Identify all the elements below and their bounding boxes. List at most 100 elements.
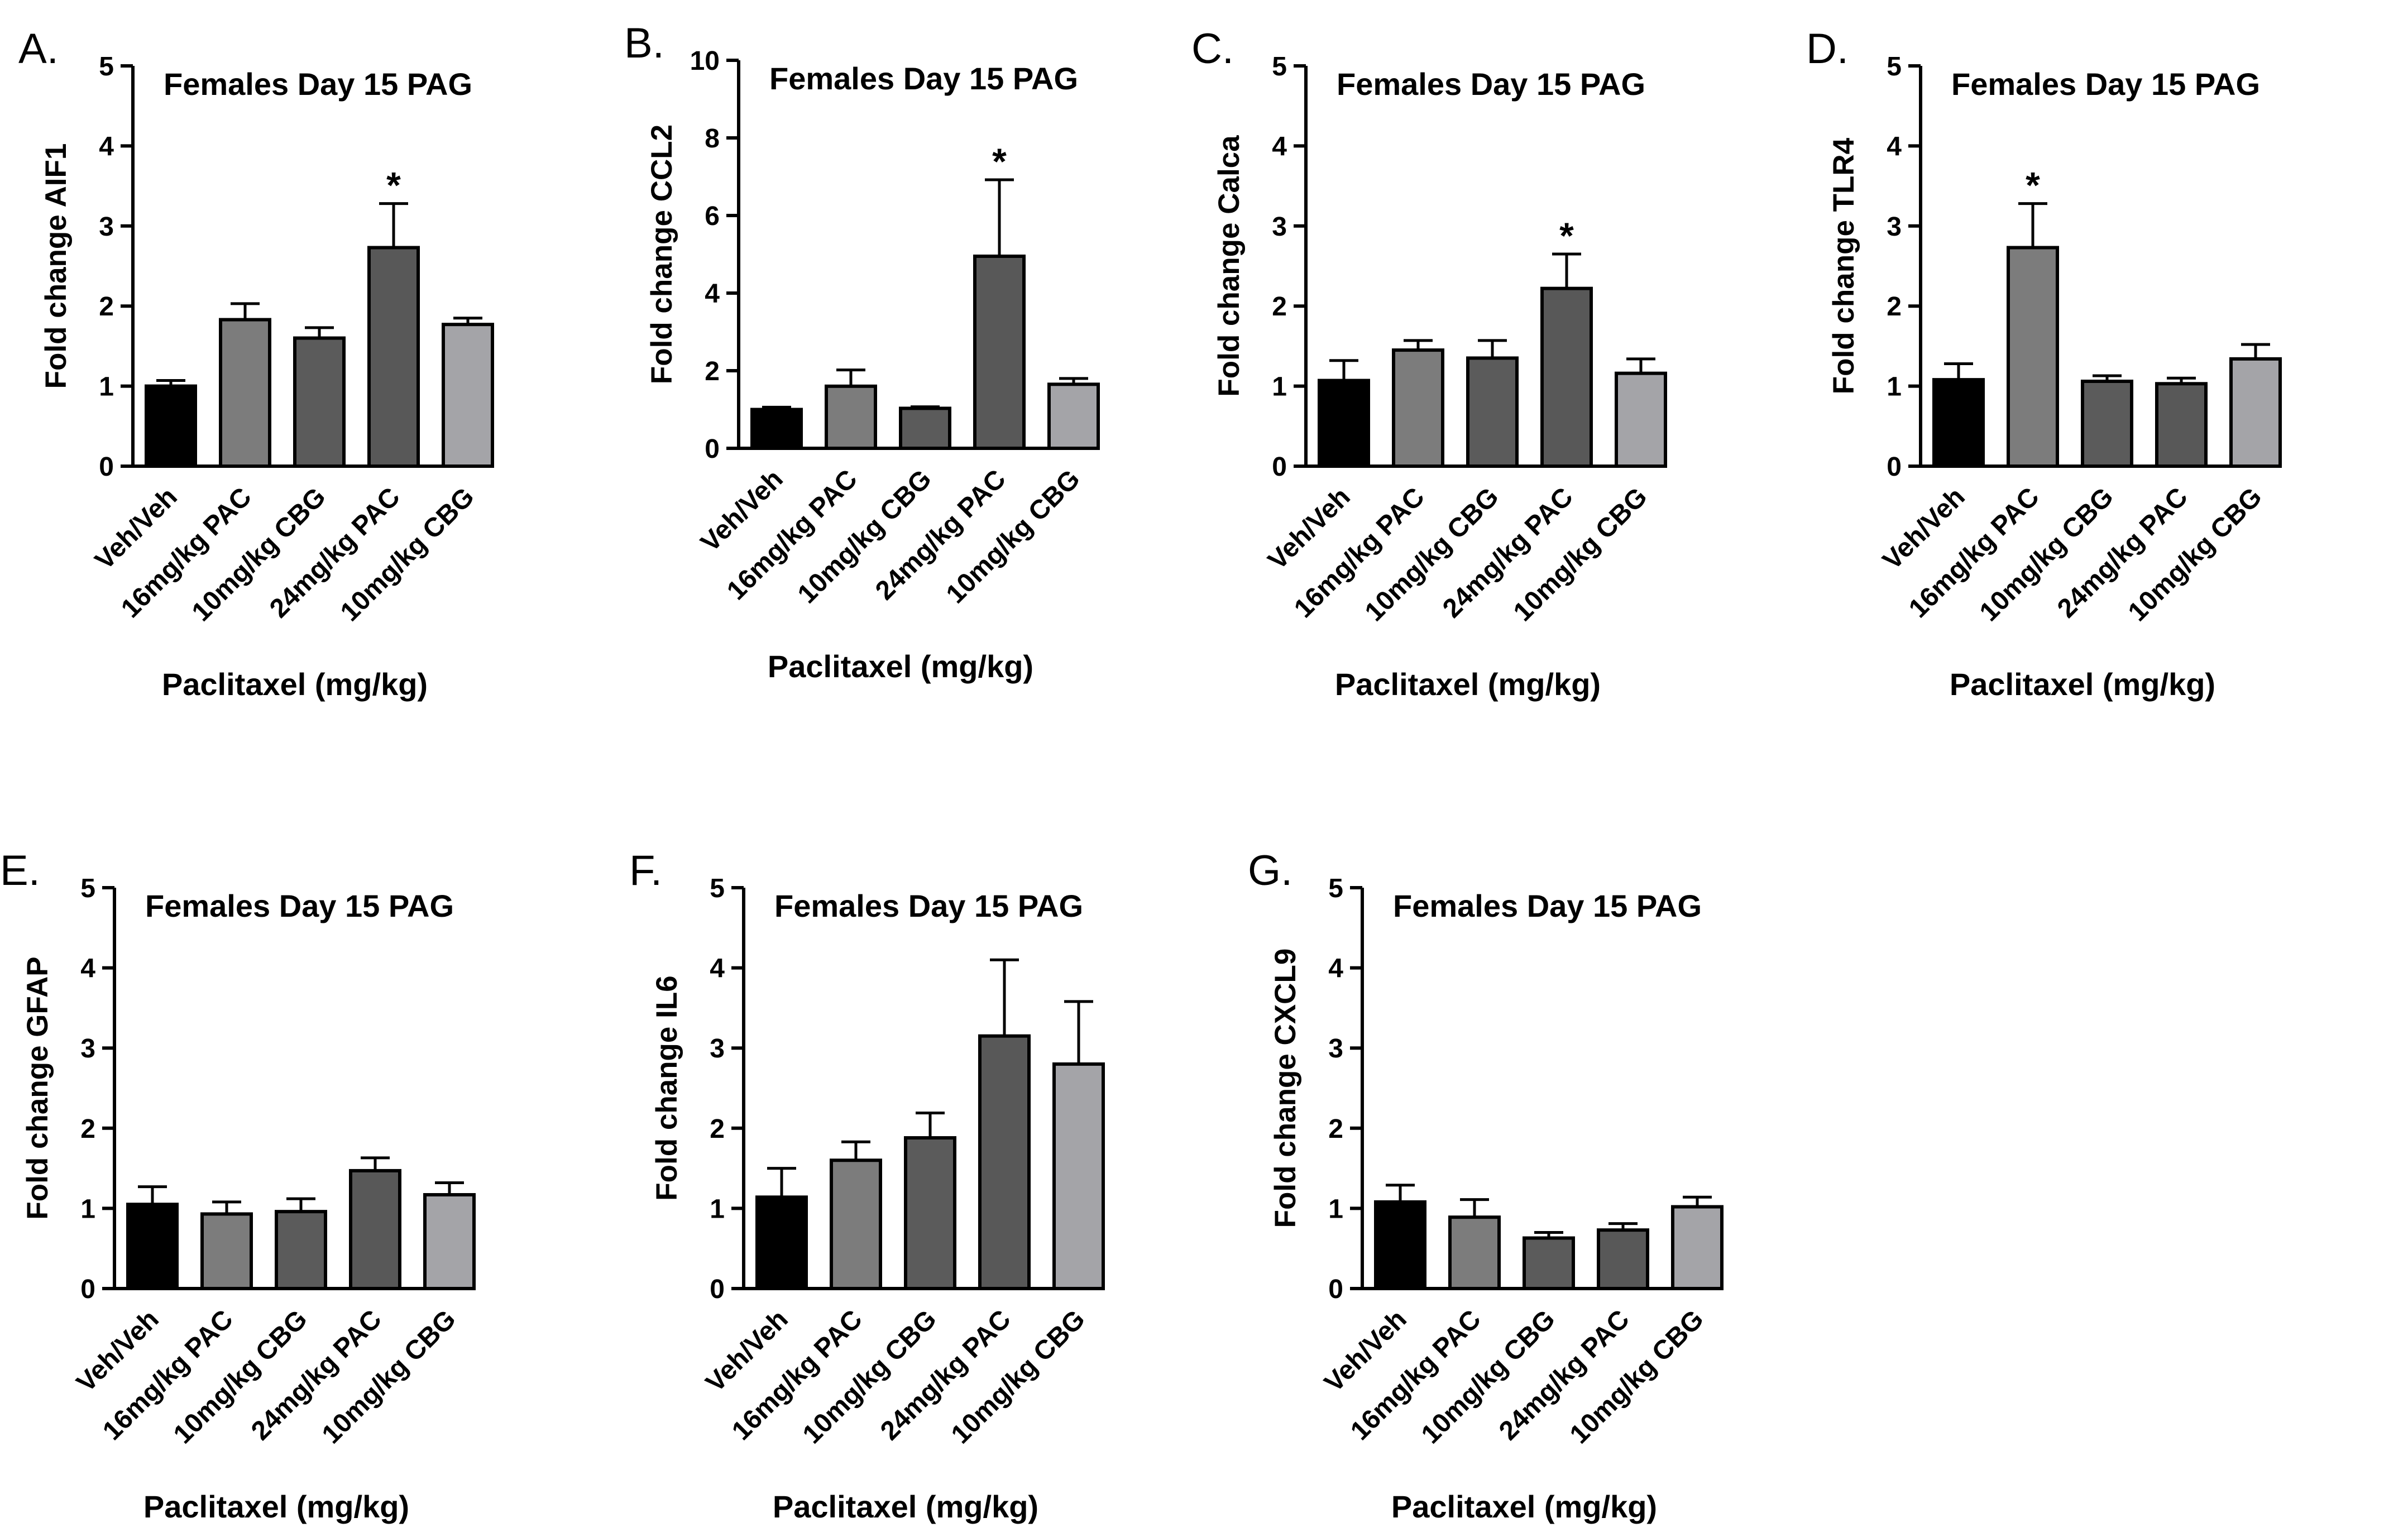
bar: [750, 408, 803, 450]
panel-letter: E.: [0, 847, 40, 894]
x-tick-label: 10mg/kg CBG: [1564, 1304, 1710, 1449]
y-tick-label: 2: [99, 292, 114, 322]
x-tick-label: 10mg/kg CBG: [792, 464, 937, 609]
bar: [1318, 379, 1370, 468]
chart-title: Females Day 15 PAG: [774, 888, 1083, 923]
y-tick-label: 5: [1887, 52, 1902, 82]
panel-letter: A.: [18, 25, 59, 73]
chart-title: Females Day 15 PAG: [1337, 66, 1645, 102]
significance-marker: *: [992, 141, 1007, 182]
bar: [423, 1193, 476, 1291]
bar: [367, 246, 420, 468]
y-tick-label: 2: [1272, 292, 1287, 322]
y-tick-label: 5: [99, 52, 114, 82]
chart-panel-b: B. Females Day 15 PAG 0 2 4 6 8 10 Fold change C…: [624, 20, 1100, 684]
y-tick-label: 1: [80, 1194, 95, 1224]
y-tick-label: 0: [710, 1275, 725, 1304]
y-tick-label: 1: [1887, 372, 1902, 402]
bar: [219, 318, 271, 468]
x-tick-label: 16mg/kg PAC: [726, 1304, 868, 1446]
y-tick-label: 3: [99, 212, 114, 242]
y-axis-title: Fold change CXCL9: [1269, 949, 1302, 1228]
chart-panel-a: A. Females Day 15 PAG 0 1 2 3 4 5 Fold change AI…: [18, 25, 494, 702]
x-tick-label: 16mg/kg PAC: [1289, 482, 1430, 624]
y-tick-label: 0: [705, 434, 720, 464]
x-tick-label: 10mg/kg CBG: [168, 1304, 313, 1449]
x-tick-label: 10mg/kg CBG: [797, 1304, 942, 1449]
bar: [1597, 1228, 1649, 1291]
y-tick-label: 2: [710, 1114, 725, 1144]
bar: [1466, 356, 1519, 468]
y-tick-label: 8: [705, 124, 720, 154]
x-axis-title: Paclitaxel (mg/kg): [1335, 667, 1601, 702]
x-tick-label: 16mg/kg PAC: [116, 482, 257, 624]
y-tick-label: 0: [99, 452, 114, 482]
bar: [2007, 246, 2059, 468]
panel-letter: F.: [629, 847, 662, 894]
x-tick-label: 10mg/kg CBG: [946, 1304, 1091, 1449]
y-tick-label: 4: [1272, 132, 1287, 161]
panel-letter: G.: [1248, 847, 1292, 894]
y-tick-label: 4: [1328, 954, 1343, 984]
x-tick-label: 16mg/kg PAC: [1345, 1304, 1487, 1446]
x-axis-title: Paclitaxel (mg/kg): [162, 667, 428, 702]
bar: [293, 336, 346, 468]
y-tick-label: 3: [710, 1034, 725, 1064]
x-tick-label: 10mg/kg CBG: [335, 482, 480, 627]
y-tick-label: 5: [710, 874, 725, 903]
bar: [1540, 286, 1593, 468]
x-tick-label: 24mg/kg PAC: [870, 464, 1012, 606]
panel-letter: B.: [624, 20, 664, 67]
x-tick-label: 10mg/kg CBG: [1974, 482, 2119, 627]
bar: [1047, 382, 1100, 451]
bar: [978, 1034, 1031, 1291]
bar: [1448, 1215, 1501, 1291]
y-tick-label: 6: [705, 202, 720, 231]
chart-panel-f: F. Females Day 15 PAG 0 1 2 3 4 5 Fold change IL…: [629, 847, 1105, 1524]
y-tick-label: 2: [80, 1114, 95, 1144]
significance-marker: *: [386, 165, 401, 206]
y-tick-label: 4: [99, 132, 114, 161]
y-tick-label: 10: [690, 46, 720, 76]
bar: [2229, 357, 2282, 468]
chart-title: Females Day 15 PAG: [1393, 888, 1702, 923]
bar: [1671, 1205, 1724, 1291]
y-tick-label: 0: [1328, 1275, 1343, 1304]
x-axis-title: Paclitaxel (mg/kg): [1391, 1489, 1657, 1524]
x-tick-label: 16mg/kg PAC: [721, 464, 863, 606]
bar: [899, 406, 951, 450]
y-tick-label: 0: [1887, 452, 1902, 482]
x-tick-label: 10mg/kg CBG: [2123, 482, 2268, 627]
chart-title: Females Day 15 PAG: [1951, 66, 2260, 102]
x-tick-label: 24mg/kg PAC: [1493, 1304, 1635, 1446]
bar: [2081, 379, 2133, 468]
bar: [442, 323, 494, 468]
y-tick-label: 1: [1272, 372, 1287, 402]
y-tick-label: 1: [99, 372, 114, 402]
y-axis-title: Fold change CCL2: [645, 125, 678, 384]
y-tick-label: 3: [1887, 212, 1902, 242]
x-tick-label: 10mg/kg CBG: [1359, 482, 1505, 627]
x-tick-label: 10mg/kg CBG: [941, 464, 1086, 609]
y-tick-label: 5: [1328, 874, 1343, 903]
x-tick-label: 10mg/kg CBG: [1508, 482, 1653, 627]
y-tick-label: 2: [1328, 1114, 1343, 1144]
bar: [1932, 378, 1985, 468]
bar: [755, 1195, 808, 1290]
bar: [1523, 1236, 1575, 1290]
bar: [145, 384, 197, 468]
y-tick-label: 3: [1328, 1034, 1343, 1064]
significance-marker: *: [1559, 215, 1574, 256]
y-axis-title: Fold change TLR4: [1827, 137, 1860, 394]
x-tick-label: 16mg/kg PAC: [97, 1304, 239, 1446]
y-tick-label: 1: [1328, 1194, 1343, 1224]
chart-panel-e: E. Females Day 15 PAG 0 1 2 3 4 5 Fold change GF…: [0, 847, 476, 1524]
bar: [2155, 382, 2208, 468]
y-axis-title: Fold change AIF1: [40, 143, 73, 389]
x-tick-label: 24mg/kg PAC: [875, 1304, 1017, 1446]
x-tick-label: 16mg/kg PAC: [1903, 482, 2045, 624]
y-axis-title: Fold change Calca: [1213, 135, 1246, 397]
x-tick-label: 10mg/kg CBG: [317, 1304, 462, 1449]
x-tick-label: 10mg/kg CBG: [1416, 1304, 1561, 1449]
y-axis-title: Fold change GFAP: [21, 956, 54, 1219]
